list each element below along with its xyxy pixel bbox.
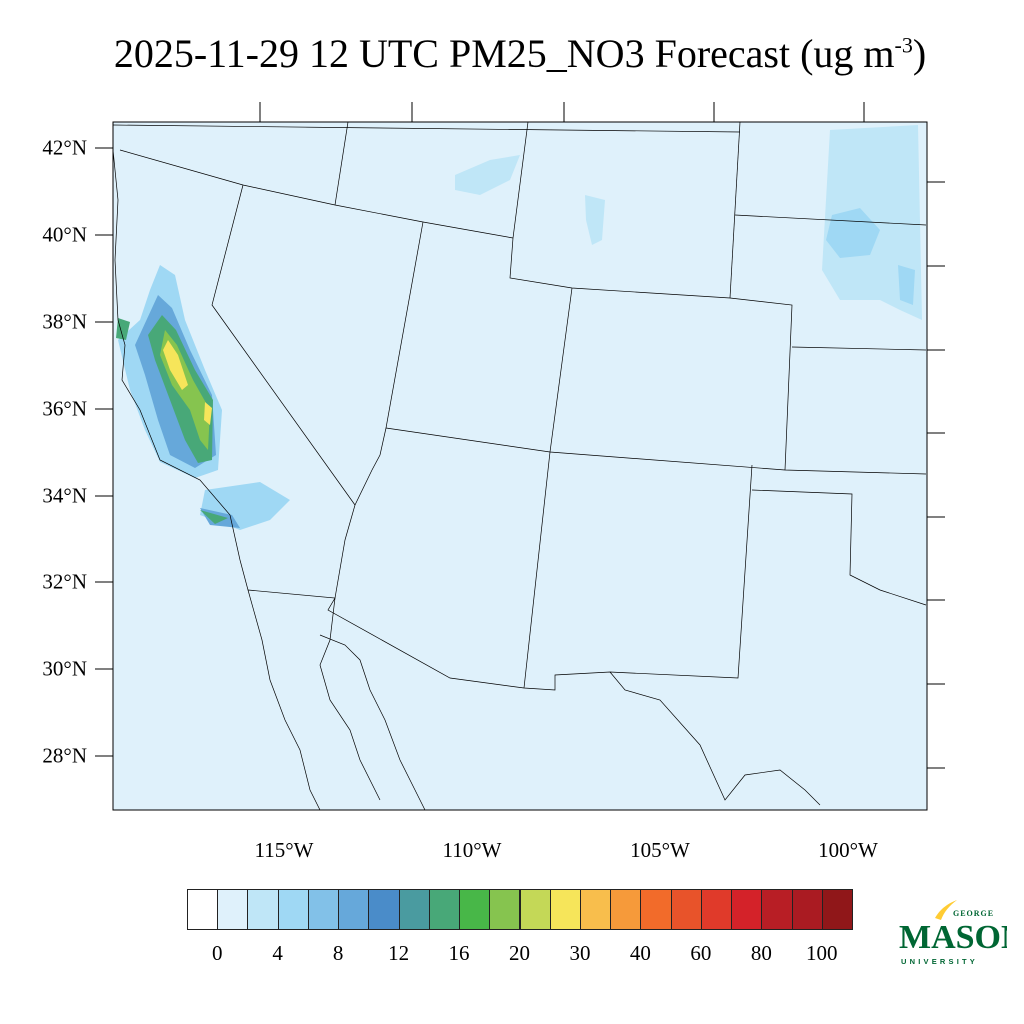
idaho-montana [334,122,349,206]
colorbar-swatch [549,889,581,930]
colorbar-label: 20 [509,941,530,965]
colorbar-label: 80 [750,941,772,965]
colorbar-label: 8 [332,941,344,965]
colorbar-swatch [217,889,249,930]
colorbar-label: 30 [569,941,591,965]
ca-nv [211,184,356,506]
lat-label: 36°N [42,396,87,421]
colorbar-label: 60 [690,941,712,965]
svg-text:UNIVERSITY: UNIVERSITY [901,957,978,966]
svg-text:MASON: MASON [899,919,1007,956]
title-exponent: -3 [894,32,913,58]
colorbar-label: 0 [211,941,223,965]
montana-top [113,124,741,133]
coastline [113,149,321,810]
colorbar-label: 12 [388,941,410,965]
colorbar-swatch [428,889,461,930]
colorbar-label: 100 [806,941,838,965]
ks-ne [791,346,927,351]
colorbar-swatch [247,889,279,930]
colorbar-swatch [489,889,521,930]
boundaries [113,122,927,810]
colorbar-swatch [519,889,551,930]
lat-label: 30°N [42,656,87,681]
colorbar-swatch [338,889,370,930]
colorbar-label: 4 [272,941,283,965]
colorbar-swatch [368,889,400,930]
colorbar-label: 16 [448,941,470,965]
colorbar-swatch [579,889,612,930]
colorbar-swatch [821,889,853,930]
colorbar-swatch [700,889,733,930]
lon-label: 105°W [630,838,690,862]
plains-mid-plume [826,208,915,305]
co-west [523,287,573,689]
lon-label: 100°W [818,838,878,862]
four-corners-line [385,427,927,475]
title-text: 2025-11-29 12 UTC PM25_NO3 Forecast (ug … [113,31,895,76]
gmu-logo: GEORGE MASON UNIVERSITY [899,900,1007,966]
ca-mexico [247,464,753,691]
california-plume-core [163,340,212,425]
colorbar-swatch [187,889,219,930]
colorbar-swatch [761,889,793,930]
lat-label: 32°N [42,569,87,594]
colorbar-swatch [731,889,763,930]
colorbar-swatch [277,889,309,930]
lon-label: 110°W [442,838,502,862]
lon-label: 115°W [254,838,314,862]
map-background [113,122,927,810]
title-close: ) [912,31,927,76]
oklahoma [751,489,927,606]
colorbar-swatch [307,889,340,930]
colorbar-swatch [791,889,823,930]
lat-label: 28°N [42,743,87,768]
colorbar-swatch [398,889,430,930]
colorbar-label: 40 [629,941,651,965]
lat-label: 38°N [42,309,87,334]
baja-east-coast [319,597,381,801]
colorbar-swatch [610,889,642,930]
svg-text:GEORGE: GEORGE [953,909,994,918]
mexico-mainland-coast [319,634,426,810]
colorbar-swatch [640,889,672,930]
lat-label: 40°N [42,222,87,247]
axis-ticks [95,102,945,769]
lat-label: 34°N [42,483,87,508]
utah-light-patch [455,155,605,245]
page-title: 2025-11-29 12 UTC PM25_NO3 Forecast (ug … [0,30,1024,77]
lat-label: 42°N [42,135,87,160]
colorbar-swatch [459,889,491,930]
rio-grande [609,671,821,806]
map-frame [112,121,928,811]
wyoming-east [729,122,741,299]
sd-ne [734,214,927,226]
colorbar-swatch [670,889,702,930]
